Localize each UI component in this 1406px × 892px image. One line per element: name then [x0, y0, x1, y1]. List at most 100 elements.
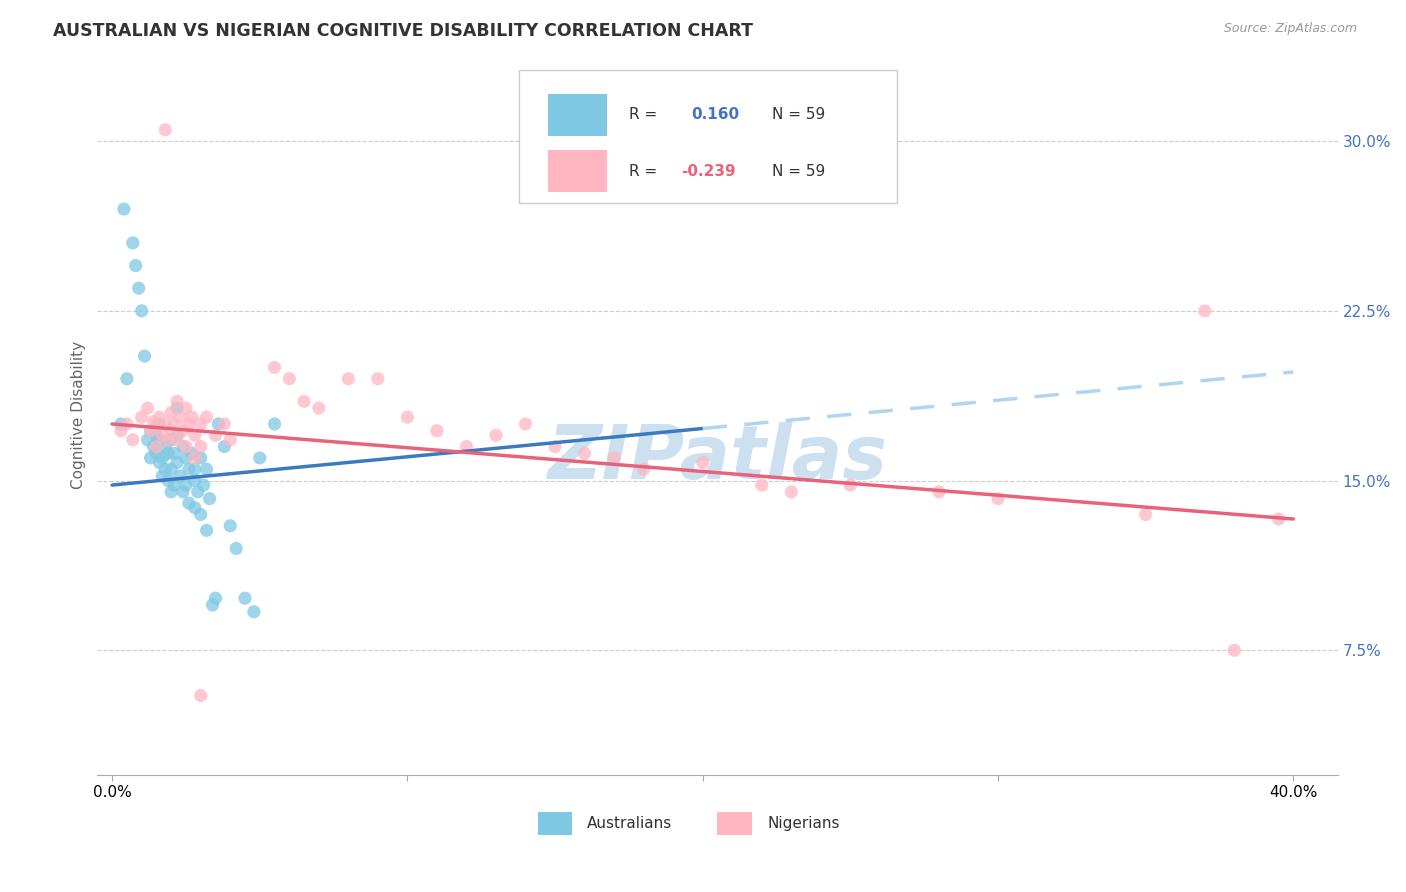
Point — [292, 394, 315, 409]
Point — [110, 417, 132, 431]
Text: AUSTRALIAN VS NIGERIAN COGNITIVE DISABILITY CORRELATION CHART: AUSTRALIAN VS NIGERIAN COGNITIVE DISABIL… — [53, 22, 754, 40]
Point — [198, 491, 221, 506]
Text: ZIPatlas: ZIPatlas — [547, 422, 887, 494]
Point — [157, 446, 180, 460]
Point — [155, 417, 177, 431]
FancyBboxPatch shape — [547, 151, 607, 192]
Point — [987, 491, 1010, 506]
Point — [574, 446, 596, 460]
Point — [163, 417, 186, 431]
Point — [148, 433, 170, 447]
Point — [145, 446, 167, 460]
Point — [177, 417, 200, 431]
Point — [190, 508, 212, 522]
Text: R =: R = — [630, 164, 662, 179]
Point — [163, 446, 186, 460]
Point — [166, 394, 188, 409]
Point — [128, 281, 150, 295]
Point — [174, 478, 197, 492]
Point — [136, 433, 159, 447]
Text: N = 59: N = 59 — [772, 164, 825, 179]
Point — [225, 541, 247, 556]
Point — [145, 428, 167, 442]
Point — [177, 462, 200, 476]
Point — [166, 455, 188, 469]
Point — [1223, 643, 1246, 657]
Point — [148, 417, 170, 431]
FancyBboxPatch shape — [717, 812, 752, 835]
Point — [160, 484, 183, 499]
Point — [515, 417, 537, 431]
Point — [839, 478, 862, 492]
Point — [396, 410, 419, 425]
Point — [148, 455, 170, 469]
Point — [190, 417, 212, 431]
Point — [184, 474, 207, 488]
Point — [278, 372, 301, 386]
Point — [172, 424, 194, 438]
Point — [172, 484, 194, 499]
Point — [190, 450, 212, 465]
Point — [193, 478, 215, 492]
Text: Source: ZipAtlas.com: Source: ZipAtlas.com — [1223, 22, 1357, 36]
Point — [1194, 303, 1216, 318]
Point — [233, 591, 256, 606]
Point — [160, 424, 183, 438]
Point — [1135, 508, 1157, 522]
Point — [142, 440, 165, 454]
Y-axis label: Cognitive Disability: Cognitive Disability — [72, 341, 86, 489]
Point — [201, 598, 224, 612]
Point — [131, 410, 153, 425]
Text: -0.239: -0.239 — [682, 164, 737, 179]
Point — [190, 689, 212, 703]
Point — [337, 372, 360, 386]
Point — [751, 478, 773, 492]
Point — [204, 591, 226, 606]
Point — [184, 500, 207, 515]
Point — [195, 462, 218, 476]
Point — [125, 259, 148, 273]
Point — [1267, 512, 1289, 526]
Point — [155, 440, 177, 454]
Point — [195, 410, 218, 425]
Point — [155, 462, 177, 476]
Point — [692, 455, 714, 469]
Point — [150, 428, 173, 442]
Point — [219, 433, 242, 447]
Point — [121, 433, 143, 447]
Point — [139, 450, 162, 465]
Point — [160, 406, 183, 420]
Point — [142, 415, 165, 429]
Point — [187, 484, 209, 499]
Point — [633, 462, 655, 476]
Point — [172, 440, 194, 454]
Point — [166, 401, 188, 416]
Point — [136, 401, 159, 416]
Point — [184, 462, 207, 476]
Point — [485, 428, 508, 442]
Point — [155, 123, 177, 137]
Point — [166, 428, 188, 442]
Point — [928, 484, 950, 499]
Point — [219, 518, 242, 533]
Point — [134, 349, 156, 363]
Point — [780, 484, 803, 499]
Point — [145, 440, 167, 454]
Point — [157, 433, 180, 447]
Point — [110, 424, 132, 438]
Point — [112, 202, 135, 216]
Point — [195, 524, 218, 538]
Point — [115, 372, 138, 386]
Point — [148, 410, 170, 425]
Point — [169, 469, 191, 483]
Point — [249, 450, 271, 465]
Point — [150, 450, 173, 465]
Point — [207, 417, 229, 431]
Point — [131, 303, 153, 318]
Point — [180, 446, 202, 460]
FancyBboxPatch shape — [547, 94, 607, 136]
Point — [169, 410, 191, 425]
FancyBboxPatch shape — [537, 812, 572, 835]
Point — [157, 474, 180, 488]
Text: R =: R = — [630, 107, 662, 122]
